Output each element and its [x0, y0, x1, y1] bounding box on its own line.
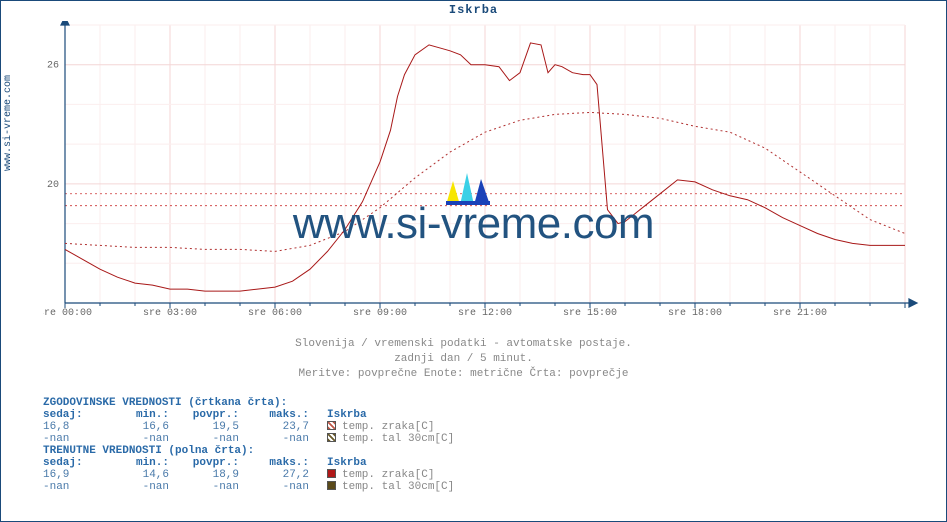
svg-text:sre 09:00: sre 09:00 [353, 308, 407, 319]
svg-text:sre 18:00: sre 18:00 [668, 308, 722, 319]
table-row: -nan-nan-nan-nantemp. tal 30cm[C] [43, 433, 509, 445]
y-axis-source-label: www.si-vreme.com [3, 75, 14, 171]
chart-plot-area: 20 26 sre 00:00 sre 03:00 sre 06:00 sre 09:00… [43, 21, 923, 319]
chart-caption: Slovenija / vremenski podatki - avtomats… [1, 337, 926, 382]
site-logo-icon [446, 171, 490, 205]
svg-text:sre 12:00: sre 12:00 [458, 308, 512, 319]
table-row: -nan-nan-nan-nantemp. tal 30cm[C] [43, 481, 509, 493]
svg-text:sre 15:00: sre 15:00 [563, 308, 617, 319]
caption-line-3: Meritve: povprečne Enote: metrične Črta:… [298, 368, 628, 380]
legend-swatch [327, 433, 336, 442]
svg-text:sre 03:00: sre 03:00 [143, 308, 197, 319]
table-header-row: sedaj:min.:povpr.:maks.:Iskrba [43, 409, 509, 421]
table-row: 16,914,618,927,2temp. zraka[C] [43, 469, 509, 481]
chart-svg: 20 26 sre 00:00 sre 03:00 sre 06:00 sre 09:00… [43, 21, 923, 319]
caption-line-2: zadnji dan / 5 minut. [394, 353, 533, 365]
data-tables: ZGODOVINSKE VREDNOSTI (črtkana črta):sed… [43, 397, 509, 493]
legend-swatch [327, 469, 336, 478]
chart-title: Iskrba [1, 3, 946, 17]
chart-container: Iskrba www.si-vreme.com 20 26 sre 00:00 sre… [0, 0, 947, 522]
table-section-title: ZGODOVINSKE VREDNOSTI (črtkana črta): [43, 397, 509, 409]
svg-text:sre 21:00: sre 21:00 [773, 308, 827, 319]
legend-swatch [327, 481, 336, 490]
legend-swatch [327, 421, 336, 430]
svg-text:20: 20 [47, 180, 59, 191]
table-section-title: TRENUTNE VREDNOSTI (polna črta): [43, 445, 509, 457]
svg-text:sre 06:00: sre 06:00 [248, 308, 302, 319]
svg-text:sre 00:00: sre 00:00 [43, 308, 92, 319]
table-row: 16,816,619,523,7temp. zraka[C] [43, 421, 509, 433]
table-header-row: sedaj:min.:povpr.:maks.:Iskrba [43, 457, 509, 469]
caption-line-1: Slovenija / vremenski podatki - avtomats… [295, 338, 632, 350]
svg-text:26: 26 [47, 61, 59, 72]
